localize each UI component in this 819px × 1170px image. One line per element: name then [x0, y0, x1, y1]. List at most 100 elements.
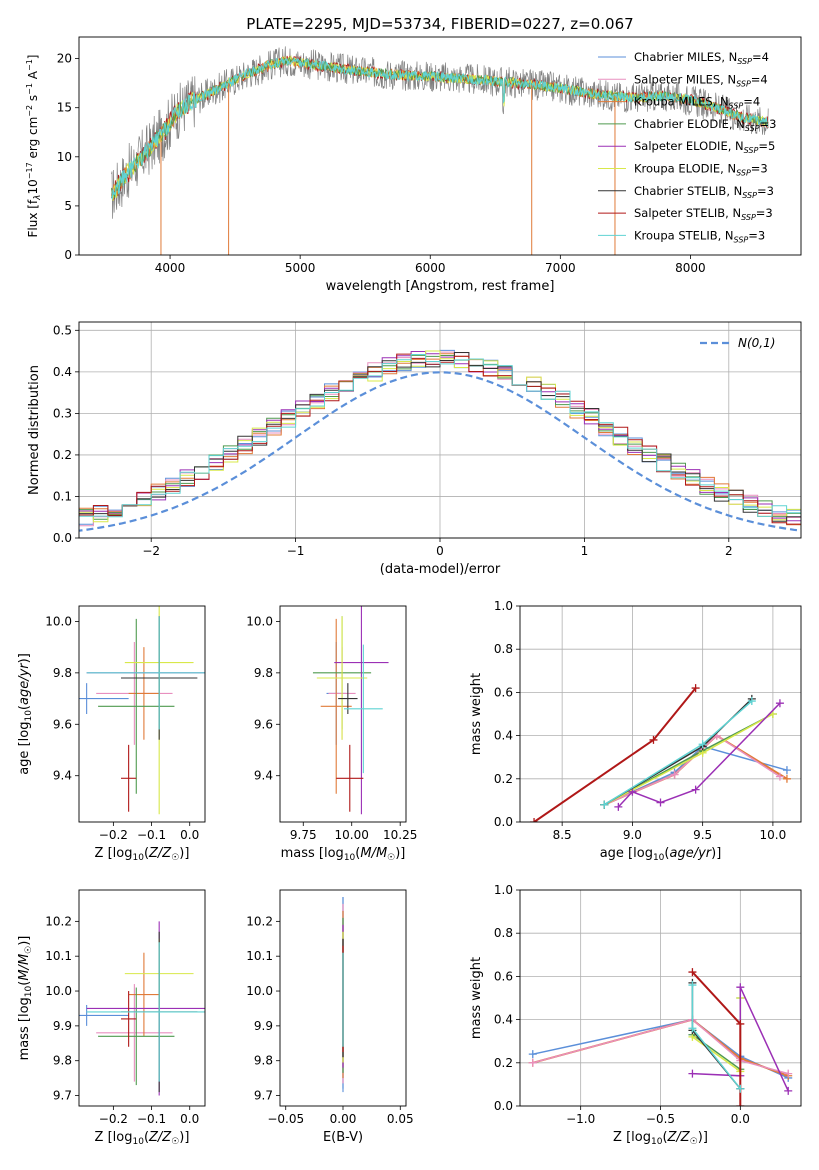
y-tick-label: 0.3 — [53, 406, 72, 420]
y-tick-label: 10.2 — [45, 914, 72, 928]
axes-frame — [279, 889, 407, 1107]
data-marker — [775, 699, 784, 708]
data-marker — [528, 1050, 537, 1059]
series-line — [603, 745, 788, 806]
data-marker — [688, 1069, 697, 1078]
x-tick-label: −0.1 — [137, 1112, 166, 1126]
spectrum-panel: 4000 5000 6000 7000 8000 0 5 10 15 20 wavelength [… — [25, 36, 802, 294]
y-axis-label: mass weight — [469, 673, 484, 755]
y-tick-label: 0.8 — [494, 642, 513, 656]
legend-entry: Kroupa MILES, NSSP=4 — [634, 95, 760, 111]
x-tick-label: 1 — [581, 544, 589, 558]
y-tick-label: 9.4 — [53, 769, 72, 783]
y-tick-label: 0.4 — [494, 1013, 513, 1027]
y-tick-label: 0.0 — [53, 531, 72, 545]
y-tick-label: 9.8 — [53, 1054, 72, 1068]
axes-frame — [78, 321, 802, 539]
y-tick-label: 1.0 — [494, 599, 513, 613]
data-marker — [649, 735, 658, 744]
x-axis-label: Z [log10(Z/Z☉)] — [95, 1130, 190, 1147]
mass-vs-metallicity-panel: −0.2 −0.1 0.0 9.7 9.8 9.9 10.0 10.1 10.2 Z [log10… — [17, 889, 206, 1147]
x-axis-label: mass [log10(M/M☉)] — [281, 846, 406, 863]
y-tick-label: 10.0 — [45, 614, 72, 628]
x-tick-label: −1.0 — [566, 1112, 595, 1126]
legend-entry: Chabrier STELIB, NSSP=3 — [634, 184, 774, 200]
y-tick-label: 9.4 — [254, 769, 273, 783]
y-axis-label: Flux [fλ10−17 erg cm−2 s−1 A−1] — [25, 55, 43, 238]
x-tick-label: 10.00 — [335, 828, 369, 842]
x-axis-label: age [log10(age/yr)] — [600, 846, 722, 863]
data-marker — [747, 697, 756, 706]
y-tick-label: 0.4 — [53, 365, 72, 379]
weight-vs-age-panel: 8.5 9.0 9.5 10.0 0.0 0.2 0.4 0.6 0.8 1.0 mass weig… — [469, 599, 802, 863]
histogram-step — [79, 354, 801, 530]
series-line — [691, 985, 741, 1090]
y-tick-label: 0.6 — [494, 969, 513, 983]
series-line — [603, 698, 753, 806]
data-marker — [656, 798, 665, 807]
x-axis-label: Z [log10(Z/Z☉)] — [95, 846, 190, 863]
figure-title: PLATE=2295, MJD=53734, FIBERID=0227, z=0… — [246, 15, 633, 33]
data-marker — [775, 772, 784, 781]
y-tick-label: 9.7 — [53, 1089, 72, 1103]
x-tick-label: −0.2 — [99, 828, 128, 842]
x-tick-label: −1 — [287, 544, 305, 558]
data-marker — [614, 802, 623, 811]
data-marker — [670, 770, 679, 779]
x-tick-label: 2 — [725, 544, 733, 558]
x-tick-label: −2 — [142, 544, 160, 558]
y-tick-label: 5 — [64, 199, 72, 213]
data-marker — [782, 774, 791, 783]
series-line — [603, 700, 753, 806]
y-tick-label: 0.0 — [494, 1099, 513, 1113]
x-tick-label: 8000 — [675, 261, 706, 275]
y-tick-label: 9.8 — [254, 666, 273, 680]
x-tick-label: 9.75 — [290, 828, 317, 842]
legend-entry: Kroupa STELIB, NSSP=3 — [634, 228, 765, 244]
y-tick-label: 0.0 — [494, 815, 513, 829]
plot-area — [528, 968, 793, 1106]
data-marker — [688, 968, 697, 977]
y-tick-label: 9.9 — [254, 1019, 273, 1033]
y-tick-label: 0.2 — [494, 1056, 513, 1070]
x-tick-label: 0 — [436, 544, 444, 558]
y-tick-label: 0.4 — [494, 729, 513, 743]
y-tick-label: 9.8 — [254, 1054, 273, 1068]
data-marker — [736, 1019, 745, 1028]
x-tick-label: 4000 — [155, 261, 186, 275]
y-tick-label: 10 — [57, 150, 72, 164]
residuals-panel: −2 −1 0 1 2 0.0 0.1 0.2 0.3 0.4 0.5 (data-model)/er… — [27, 321, 802, 577]
spectrum-line — [111, 56, 769, 200]
x-tick-label: 0.05 — [387, 1112, 414, 1126]
y-axis-label: age [log10(age/yr)] — [17, 653, 34, 775]
plot-area — [312, 606, 389, 815]
axes-frame — [78, 605, 206, 823]
legend-entry: Kroupa ELODIE, NSSP=3 — [634, 162, 768, 178]
x-tick-label: 0.00 — [330, 1112, 357, 1126]
y-tick-label: 0.1 — [53, 489, 72, 503]
y-tick-label: 10.2 — [246, 914, 273, 928]
axes-frame — [279, 605, 407, 823]
data-marker — [691, 785, 700, 794]
gaussian-curve — [79, 371, 801, 532]
axes-frame — [78, 36, 802, 256]
y-tick-label: 0.5 — [53, 323, 72, 337]
x-tick-label: 7000 — [545, 261, 576, 275]
x-axis-label: Z [log10(Z/Z☉)] — [613, 1130, 708, 1147]
x-tick-label: −0.1 — [137, 828, 166, 842]
plot-area — [79, 921, 205, 1096]
plot-area — [530, 684, 791, 822]
y-tick-label: 9.6 — [254, 717, 273, 731]
y-tick-label: 9.9 — [53, 1019, 72, 1033]
y-tick-label: 10.0 — [45, 984, 72, 998]
data-marker — [600, 800, 609, 809]
data-marker — [784, 1086, 793, 1095]
x-tick-label: 10.25 — [383, 828, 417, 842]
y-tick-label: 15 — [57, 101, 72, 115]
x-tick-label: 0.0 — [180, 828, 199, 842]
axes-frame — [78, 889, 206, 1107]
plot-area — [111, 46, 769, 255]
series-line — [532, 1018, 789, 1075]
x-tick-label: 10.0 — [760, 828, 787, 842]
